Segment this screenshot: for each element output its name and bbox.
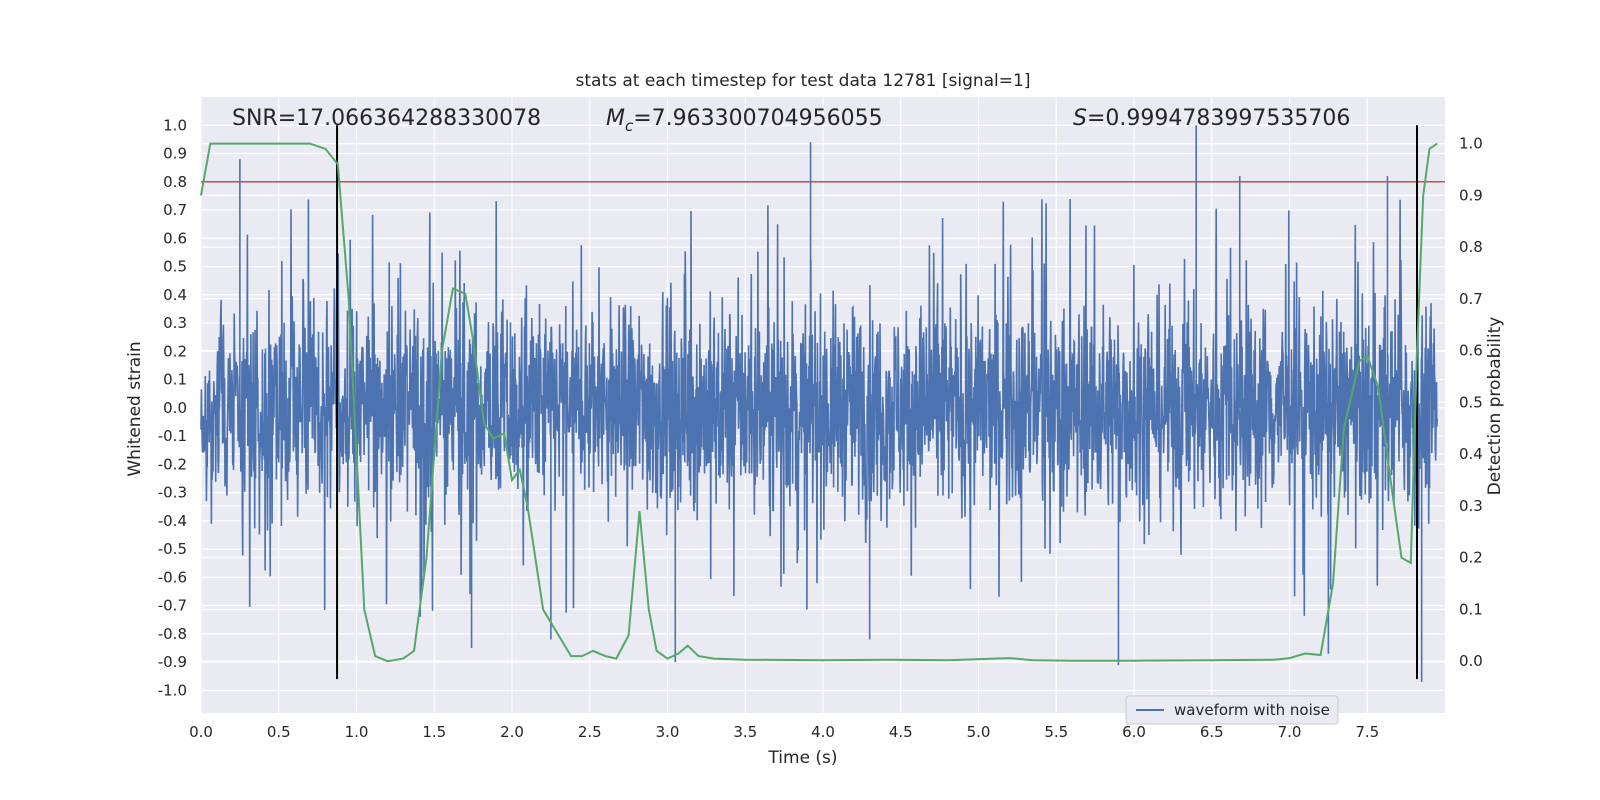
- y-right-tick-label: 0.1: [1459, 600, 1483, 618]
- x-tick-label: 5.5: [1044, 723, 1068, 741]
- y-left-tick-label: 0.2: [163, 342, 187, 360]
- y-right-tick-label: 0.0: [1459, 652, 1483, 670]
- y-left-tick-label: -0.6: [158, 568, 187, 586]
- y-left-tick-label: 0.1: [163, 371, 187, 389]
- score-annotation: S=0.9994783997535706: [1073, 106, 1350, 131]
- y-left-tick-label: -0.8: [158, 625, 187, 643]
- x-tick-label: 6.5: [1200, 723, 1224, 741]
- x-axis-ticks: 0.0 0.5 1.0 1.5 2.0 2.5 3.0 3.5 4.0 4.5 5.0 5.5 6.0 6…: [189, 723, 1379, 741]
- y-left-tick-label: 0.8: [163, 173, 187, 191]
- y-right-tick-label: 0.8: [1459, 238, 1483, 256]
- x-tick-label: 3.5: [733, 723, 757, 741]
- x-tick-label: 4.0: [811, 723, 835, 741]
- y-right-tick-label: 0.5: [1459, 393, 1483, 411]
- x-tick-label: 2.5: [578, 723, 602, 741]
- y-left-tick-label: -0.9: [158, 653, 187, 671]
- x-tick-label: 0.5: [267, 723, 291, 741]
- x-tick-label: 0.0: [189, 723, 213, 741]
- y-left-tick-label: -1.0: [158, 681, 187, 699]
- x-tick-label: 2.0: [500, 723, 524, 741]
- chirp-mass-subscript: c: [625, 117, 634, 135]
- y-left-tick-label: 0.9: [163, 145, 187, 163]
- chart-title: stats at each timestep for test data 127…: [576, 71, 1031, 91]
- x-tick-label: 5.0: [967, 723, 991, 741]
- y-left-tick-label: -0.7: [158, 597, 187, 615]
- y-left-tick-label: 1.0: [163, 116, 187, 134]
- probability-series: [200, 142, 1438, 663]
- x-tick-label: 7.5: [1355, 723, 1379, 741]
- score-symbol: S: [1073, 106, 1087, 131]
- y-left-tick-label: -0.2: [158, 455, 187, 473]
- y-left-tick-label: 0.3: [163, 314, 187, 332]
- snr-annotation: SNR=17.066364288330078: [232, 106, 541, 131]
- y-left-tick-label: -0.3: [158, 484, 187, 502]
- score-value: =0.9994783997535706: [1087, 106, 1350, 131]
- x-tick-label: 7.0: [1278, 723, 1302, 741]
- y-right-tick-label: 1.0: [1459, 135, 1483, 153]
- y-right-tick-label: 0.2: [1459, 549, 1483, 567]
- y-left-tick-label: 0.6: [163, 229, 187, 247]
- x-tick-label: 1.0: [345, 723, 369, 741]
- y-right-axis-label: Detection probability: [1485, 317, 1505, 496]
- x-axis-label: Time (s): [767, 748, 837, 768]
- y-left-axis-ticks: 1.0 0.9 0.8 0.7 0.6 0.5 0.4 0.3 0.2 0.1 0.0 -0.1 -0.…: [158, 116, 187, 699]
- chirp-mass-annotation: Mc=7.963300704956055: [606, 106, 883, 135]
- waveform-line: [200, 198, 1438, 616]
- y-right-tick-label: 0.9: [1459, 186, 1483, 204]
- chirp-mass-symbol: M: [606, 106, 625, 131]
- vertical-markers: [336, 125, 1419, 680]
- x-tick-label: 6.0: [1122, 723, 1146, 741]
- x-tick-label: 3.0: [656, 723, 680, 741]
- y-right-tick-label: 0.4: [1459, 445, 1483, 463]
- legend-box: [1125, 695, 1339, 725]
- x-tick-label: 4.5: [889, 723, 913, 741]
- y-left-tick-label: -0.4: [158, 512, 187, 530]
- y-left-tick-label: 0.5: [163, 258, 187, 276]
- legend: waveform with noise: [1125, 695, 1339, 725]
- y-right-tick-label: 0.7: [1459, 290, 1483, 308]
- waveform-series: [200, 125, 1438, 682]
- y-left-tick-label: -0.5: [158, 540, 187, 558]
- y-left-tick-label: 0.4: [163, 286, 187, 304]
- y-left-tick-label: -0.1: [158, 427, 187, 445]
- legend-label-waveform: waveform with noise: [1174, 701, 1330, 719]
- chirp-mass-value: =7.963300704956055: [633, 106, 882, 131]
- x-tick-label: 1.5: [422, 723, 446, 741]
- y-right-tick-label: 0.3: [1459, 497, 1483, 515]
- y-left-tick-label: 0.0: [163, 399, 187, 417]
- probability-line: [200, 142, 1438, 663]
- y-left-tick-label: 0.7: [163, 201, 187, 219]
- y-left-axis-label: Whitened strain: [125, 341, 145, 476]
- y-right-tick-label: 0.6: [1459, 342, 1483, 360]
- y-right-axis-ticks: 1.0 0.9 0.8 0.7 0.6 0.5 0.4 0.3 0.2 0.1 0.0: [1459, 135, 1483, 671]
